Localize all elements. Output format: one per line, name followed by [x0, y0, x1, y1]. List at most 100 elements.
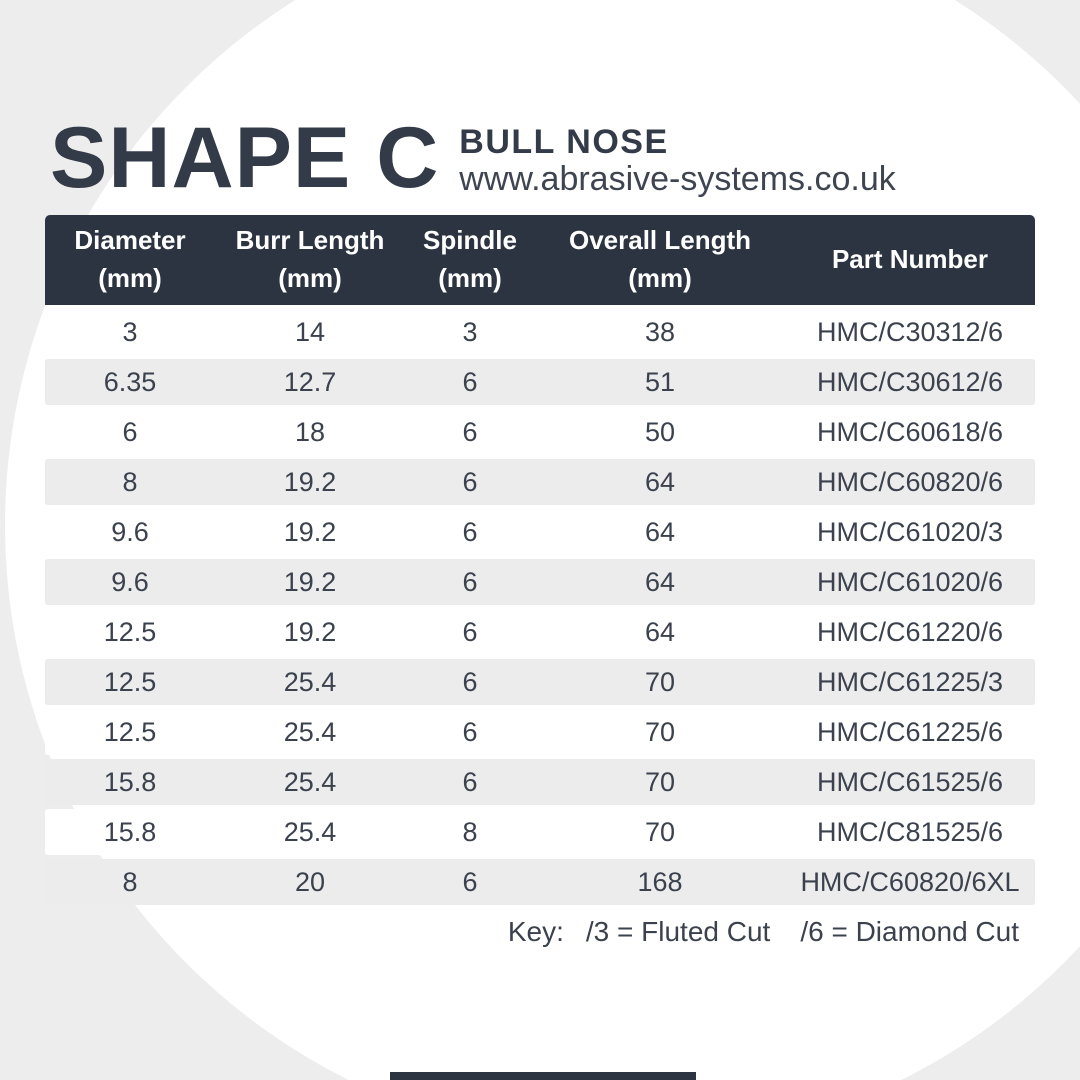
- column-header: Diameter (mm): [45, 215, 215, 305]
- table-row: 6 18 6 50 HMC/C60618/6: [45, 409, 1035, 455]
- cell-burr-length: 25.4: [283, 816, 337, 847]
- column-header-unit: (mm): [98, 263, 162, 293]
- table-row: 6.35 12.7 6 51 HMC/C30612/6: [45, 359, 1035, 405]
- column-header-label: Diameter: [74, 225, 186, 256]
- cell-diameter: 12.5: [103, 616, 157, 647]
- cell-part-number: HMC/C61225/6: [816, 716, 1004, 747]
- column-header-unit: (mm): [278, 263, 342, 293]
- table-row: 3 14 3 38 HMC/C30312/6: [45, 309, 1035, 355]
- cell-diameter: 6.35: [103, 366, 157, 397]
- cell-overall-length: 70: [644, 666, 676, 697]
- table-row: 9.6 19.2 6 64 HMC/C61020/3: [45, 509, 1035, 555]
- cell-spindle: 8: [462, 816, 478, 847]
- cell-burr-length: 20: [294, 866, 326, 897]
- cell-diameter: 9.6: [111, 566, 149, 597]
- column-header: Part Number: [785, 215, 1035, 305]
- cell-burr-length: 25.4: [283, 666, 337, 697]
- cell-spindle: 3: [462, 316, 478, 347]
- cell-spindle: 6: [462, 366, 478, 397]
- column-header-label: Spindle: [423, 225, 517, 256]
- key-label: Key:: [507, 916, 564, 947]
- column-header-label: Part Number: [831, 244, 989, 275]
- cell-burr-length: 25.4: [283, 716, 337, 747]
- bottom-accent-bar: [390, 1072, 696, 1080]
- cell-burr-length: 12.7: [283, 366, 337, 397]
- cell-spindle: 6: [462, 566, 478, 597]
- table-header-row: Diameter (mm) Burr Length (mm) Spindle (…: [45, 215, 1035, 305]
- cell-part-number: HMC/C81525/6: [816, 816, 1004, 847]
- column-header: Spindle (mm): [405, 215, 535, 305]
- table-row: 12.5 25.4 6 70 HMC/C61225/6: [45, 709, 1035, 755]
- table-row: 15.8 25.4 6 70 HMC/C61525/6: [45, 759, 1035, 805]
- cell-part-number: HMC/C61220/6: [816, 616, 1004, 647]
- cell-diameter: 15.8: [103, 766, 157, 797]
- cell-overall-length: 50: [644, 416, 676, 447]
- key-legend: Key: /3 = Fluted Cut/6 = Diamond Cut: [487, 908, 1035, 957]
- cell-diameter: 12.5: [103, 716, 157, 747]
- page-subtitle: BULL NOSE: [459, 122, 669, 161]
- key-entry-diamond: /6 = Diamond Cut: [800, 916, 1019, 947]
- cell-part-number: HMC/C60820/6XL: [800, 866, 1020, 897]
- cell-spindle: 6: [462, 466, 478, 497]
- cell-part-number: HMC/C60618/6: [816, 416, 1004, 447]
- cell-part-number: HMC/C61020/6: [816, 566, 1004, 597]
- key-entry-fluted: /3 = Fluted Cut: [585, 916, 771, 947]
- cell-spindle: 6: [462, 416, 478, 447]
- cell-part-number: HMC/C60820/6: [816, 466, 1004, 497]
- cell-part-number: HMC/C30612/6: [816, 366, 1004, 397]
- title-block: SHAPE C BULL NOSE www.abrasive-systems.c…: [50, 110, 896, 206]
- cell-burr-length: 19.2: [283, 466, 337, 497]
- cell-overall-length: 70: [644, 716, 676, 747]
- page-title: SHAPE C: [50, 110, 440, 206]
- key-legend-wrap: Key: /3 = Fluted Cut/6 = Diamond Cut: [45, 908, 1035, 957]
- cell-overall-length: 64: [644, 566, 676, 597]
- cell-burr-length: 25.4: [283, 766, 337, 797]
- cell-burr-length: 19.2: [283, 566, 337, 597]
- cell-spindle: 6: [462, 716, 478, 747]
- cell-overall-length: 70: [644, 766, 676, 797]
- cell-overall-length: 38: [644, 316, 676, 347]
- column-header-unit: (mm): [628, 263, 692, 293]
- cell-spindle: 6: [462, 866, 478, 897]
- table-body: 3 14 3 38 HMC/C30312/6 6.35 12.7 6 51 HM…: [45, 309, 1035, 905]
- cell-overall-length: 51: [644, 366, 676, 397]
- cell-spindle: 6: [462, 666, 478, 697]
- column-header-unit: (mm): [438, 263, 502, 293]
- column-header: Burr Length (mm): [215, 215, 405, 305]
- cell-diameter: 8: [122, 466, 138, 497]
- cell-diameter: 9.6: [111, 516, 149, 547]
- cell-part-number: HMC/C61525/6: [816, 766, 1004, 797]
- cell-diameter: 6: [122, 416, 138, 447]
- cell-diameter: 12.5: [103, 666, 157, 697]
- cell-burr-length: 19.2: [283, 616, 337, 647]
- cell-spindle: 6: [462, 516, 478, 547]
- cell-overall-length: 64: [644, 516, 676, 547]
- cell-diameter: 8: [122, 866, 138, 897]
- cell-diameter: 15.8: [103, 816, 157, 847]
- table-row: 12.5 19.2 6 64 HMC/C61220/6: [45, 609, 1035, 655]
- cell-overall-length: 168: [637, 866, 683, 897]
- table-row: 12.5 25.4 6 70 HMC/C61225/3: [45, 659, 1035, 705]
- cell-burr-length: 14: [294, 316, 326, 347]
- cell-overall-length: 64: [644, 466, 676, 497]
- column-header: Overall Length (mm): [535, 215, 785, 305]
- cell-burr-length: 19.2: [283, 516, 337, 547]
- cell-part-number: HMC/C61225/3: [816, 666, 1004, 697]
- cell-spindle: 6: [462, 766, 478, 797]
- spec-table: Diameter (mm) Burr Length (mm) Spindle (…: [45, 215, 1035, 909]
- table-row: 15.8 25.4 8 70 HMC/C81525/6: [45, 809, 1035, 855]
- column-header-label: Overall Length: [568, 225, 752, 256]
- table-row: 9.6 19.2 6 64 HMC/C61020/6: [45, 559, 1035, 605]
- cell-part-number: HMC/C30312/6: [816, 316, 1004, 347]
- title-right: BULL NOSE www.abrasive-systems.co.uk: [459, 122, 896, 200]
- cell-overall-length: 64: [644, 616, 676, 647]
- cell-overall-length: 70: [644, 816, 676, 847]
- cell-part-number: HMC/C61020/3: [816, 516, 1004, 547]
- website-url: www.abrasive-systems.co.uk: [459, 159, 896, 198]
- cell-diameter: 3: [122, 316, 138, 347]
- table-row: 8 19.2 6 64 HMC/C60820/6: [45, 459, 1035, 505]
- cell-spindle: 6: [462, 616, 478, 647]
- table-row: 8 20 6 168 HMC/C60820/6XL: [45, 859, 1035, 905]
